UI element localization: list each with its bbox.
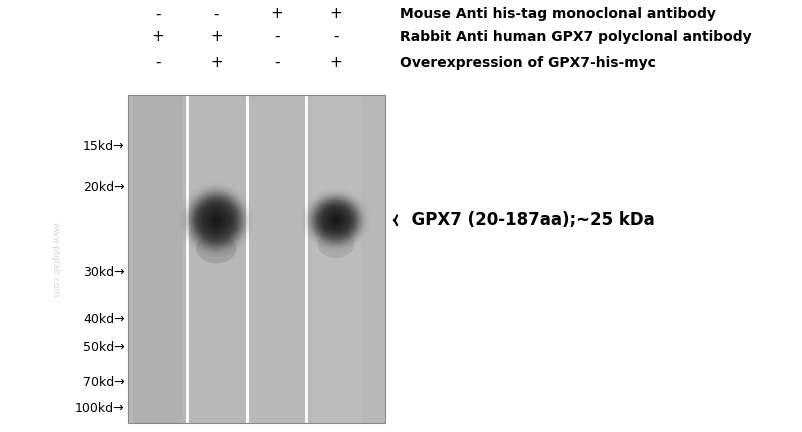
Ellipse shape	[200, 203, 233, 238]
Bar	[128, 95, 385, 423]
Ellipse shape	[308, 194, 363, 247]
Text: 100kd→: 100kd→	[75, 402, 124, 415]
Ellipse shape	[326, 211, 346, 230]
Text: Rabbit Anti human GPX7 polyclonal antibody: Rabbit Anti human GPX7 polyclonal antibo…	[399, 30, 751, 44]
Text: -: -	[155, 6, 160, 21]
Text: -: -	[333, 29, 338, 44]
Text: -: -	[155, 55, 160, 70]
Text: Mouse Anti his-tag monoclonal antibody: Mouse Anti his-tag monoclonal antibody	[399, 7, 715, 21]
Text: -: -	[274, 55, 280, 70]
Text: 40kd→: 40kd→	[83, 313, 124, 326]
Text: -: -	[274, 29, 280, 44]
Ellipse shape	[187, 190, 246, 251]
Text: +: +	[210, 55, 223, 70]
Text: +: +	[271, 6, 284, 21]
Text: Overexpression of GPX7-his-myc: Overexpression of GPX7-his-myc	[399, 56, 655, 70]
Ellipse shape	[320, 205, 352, 235]
Bar	[132, 95, 183, 423]
Ellipse shape	[312, 198, 359, 243]
Ellipse shape	[314, 200, 358, 241]
Text: 20kd→: 20kd→	[83, 181, 124, 194]
Ellipse shape	[182, 185, 250, 255]
Ellipse shape	[208, 212, 225, 229]
Ellipse shape	[193, 196, 240, 245]
Text: www.ptglab.com: www.ptglab.com	[51, 222, 59, 297]
Bar	[252, 95, 302, 423]
Text: -: -	[213, 6, 219, 21]
Ellipse shape	[328, 213, 344, 228]
Ellipse shape	[196, 233, 237, 264]
Text: 70kd→: 70kd→	[83, 376, 124, 389]
Ellipse shape	[318, 230, 354, 258]
Ellipse shape	[197, 200, 235, 240]
Text: +: +	[330, 6, 342, 21]
Text: +: +	[330, 55, 342, 70]
Ellipse shape	[188, 192, 244, 249]
Text: 15kd→: 15kd→	[83, 140, 124, 153]
Ellipse shape	[205, 210, 227, 231]
Ellipse shape	[204, 207, 229, 233]
Ellipse shape	[322, 207, 350, 233]
Ellipse shape	[210, 214, 223, 227]
Ellipse shape	[324, 209, 348, 232]
Ellipse shape	[332, 216, 340, 224]
Ellipse shape	[214, 218, 218, 222]
Ellipse shape	[334, 219, 338, 222]
Ellipse shape	[304, 191, 367, 250]
Ellipse shape	[330, 215, 342, 226]
Text: GPX7 (20-187aa);~25 kDa: GPX7 (20-187aa);~25 kDa	[394, 211, 654, 229]
Ellipse shape	[306, 192, 366, 248]
Ellipse shape	[184, 187, 248, 253]
Text: +: +	[210, 29, 223, 44]
Text: 50kd→: 50kd→	[83, 341, 124, 354]
Text: 30kd→: 30kd→	[83, 266, 124, 279]
Bar	[311, 95, 361, 423]
Bar	[192, 95, 241, 423]
Ellipse shape	[310, 196, 362, 245]
Ellipse shape	[195, 198, 237, 242]
Ellipse shape	[318, 203, 354, 237]
Ellipse shape	[316, 202, 355, 239]
Text: +: +	[152, 29, 164, 44]
Ellipse shape	[212, 216, 221, 225]
Bar	[128, 95, 385, 423]
Ellipse shape	[201, 205, 231, 235]
Ellipse shape	[191, 194, 241, 247]
